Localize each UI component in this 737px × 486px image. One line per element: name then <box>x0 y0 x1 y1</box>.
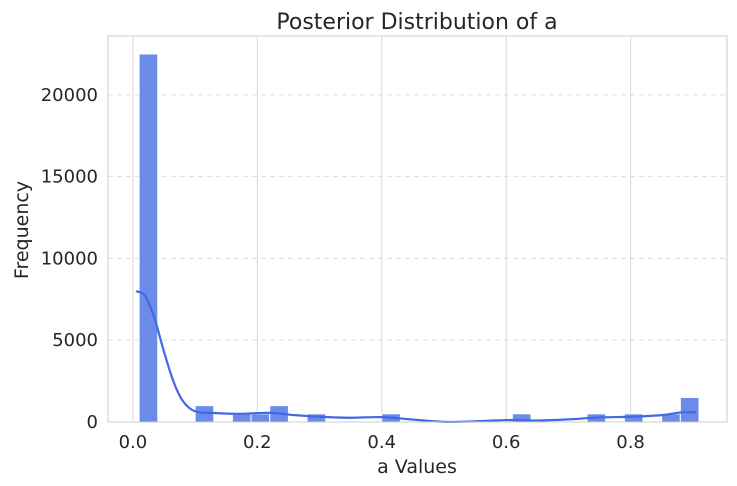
y-tick-label: 5000 <box>52 330 98 351</box>
x-tick-label: 0.8 <box>616 432 645 453</box>
x-tick-label: 0.6 <box>492 432 521 453</box>
x-axis-title: a Values <box>377 456 457 478</box>
histogram-bar <box>679 396 700 423</box>
kde-curve <box>135 290 696 424</box>
y-axis-ticks: 0 5000 10000 15000 20000 <box>41 85 98 433</box>
y-tick-label: 15000 <box>41 167 98 188</box>
y-axis-title: Frequency <box>11 181 33 279</box>
x-tick-label: 0.2 <box>243 432 272 453</box>
histogram-bar <box>231 413 252 423</box>
y-tick-label: 10000 <box>41 248 98 269</box>
y-tick-label: 0 <box>87 412 98 433</box>
x-tick-label: 0.4 <box>367 432 396 453</box>
chart-title: Posterior Distribution of a <box>276 10 557 35</box>
plot-frame <box>107 35 728 423</box>
grid-lines <box>108 36 727 422</box>
histogram-bars <box>138 53 700 423</box>
histogram-bar <box>250 413 271 423</box>
x-axis-ticks: 0.0 0.2 0.4 0.6 0.8 <box>119 432 645 453</box>
y-tick-label: 20000 <box>41 85 98 106</box>
histogram-bar <box>138 53 159 423</box>
x-tick-label: 0.0 <box>119 432 148 453</box>
